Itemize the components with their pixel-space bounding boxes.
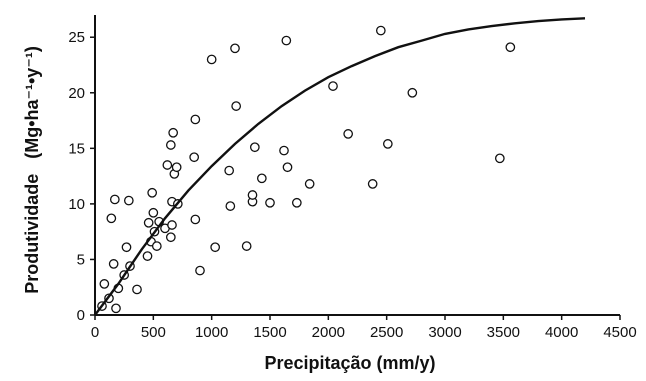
y-tick-label: 25 — [68, 29, 85, 46]
data-point — [382, 139, 393, 149]
x-tick-label: 4000 — [545, 324, 578, 341]
x-tick-label: 1500 — [253, 324, 286, 341]
x-tick-label: 1000 — [195, 324, 228, 341]
data-point — [241, 241, 252, 251]
data-point — [108, 259, 119, 269]
y-tick-label: 10 — [68, 196, 85, 213]
x-tick-label: 3500 — [487, 324, 520, 341]
data-point — [106, 213, 117, 224]
data-point — [142, 251, 153, 261]
data-point — [256, 173, 267, 184]
data-point — [148, 207, 159, 218]
data-point — [123, 195, 134, 206]
data-point — [147, 187, 158, 198]
data-point — [195, 265, 205, 276]
data-point — [494, 153, 505, 164]
x-axis-title: Precipitação (mm/y) — [264, 353, 435, 373]
data-point — [132, 284, 142, 295]
data-point — [206, 54, 217, 65]
y-tick-label: 5 — [77, 251, 85, 268]
data-point — [189, 152, 200, 163]
data-point — [168, 127, 179, 138]
data-point — [165, 232, 176, 243]
data-point — [281, 35, 292, 46]
x-tick-label: 2000 — [312, 324, 345, 341]
data-point — [165, 140, 176, 150]
data-point — [167, 220, 177, 230]
data-point — [279, 145, 289, 156]
data-point — [343, 129, 354, 139]
data-point — [111, 303, 121, 314]
x-tick-label: 500 — [141, 324, 166, 341]
data-point — [304, 179, 315, 189]
data-point — [328, 81, 338, 91]
x-tick-label: 4500 — [603, 324, 636, 341]
data-point — [291, 197, 302, 208]
data-point — [230, 43, 240, 54]
y-axis-ticks: 0 5 10 15 20 25 — [68, 29, 95, 324]
data-point — [265, 197, 275, 208]
y-axis-title: Produtividade (Mg•ha⁻¹•y⁻¹) — [22, 46, 42, 294]
data-point — [247, 190, 258, 200]
data-point — [99, 279, 110, 289]
data-points — [97, 25, 516, 314]
data-point — [151, 241, 162, 251]
x-tick-label: 2500 — [370, 324, 403, 341]
y-tick-label: 15 — [68, 140, 85, 157]
data-point — [171, 162, 182, 173]
data-point — [367, 179, 378, 189]
data-point — [249, 142, 260, 153]
data-point — [224, 165, 235, 176]
x-tick-label: 3000 — [428, 324, 461, 341]
data-point — [121, 242, 132, 253]
data-point — [143, 217, 154, 228]
data-point — [407, 87, 418, 98]
data-point — [375, 25, 386, 36]
data-point — [210, 242, 221, 253]
y-tick-label: 0 — [77, 307, 85, 324]
data-point — [162, 160, 173, 170]
data-point — [190, 114, 201, 125]
x-axis-ticks: 0 500 1000 1500 2000 2500 3000 3500 4000 4500 — [91, 315, 637, 341]
data-point — [282, 162, 293, 173]
data-point — [231, 101, 242, 111]
data-point — [109, 194, 120, 205]
fit-curve — [94, 17, 586, 316]
data-point — [190, 214, 201, 225]
axes — [94, 15, 620, 316]
y-tick-label: 20 — [68, 85, 85, 102]
data-point — [505, 42, 516, 53]
x-tick-label: 0 — [91, 324, 99, 341]
data-point — [225, 201, 236, 211]
